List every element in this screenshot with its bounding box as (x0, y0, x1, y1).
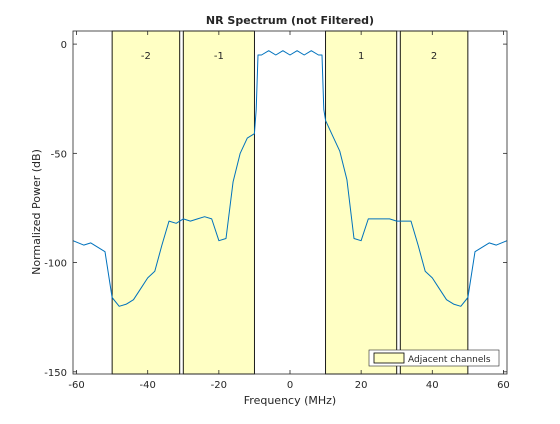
y-tick-label: -150 (44, 368, 67, 379)
legend-label: Adjacent channels (408, 355, 491, 365)
legend-swatch (373, 352, 405, 364)
y-axis: -150 -100 -50 0 (44, 40, 507, 379)
spectrum-series (72, 50, 508, 307)
x-axis: -60 -40 -20 0 20 40 60 (68, 31, 510, 391)
adjacent-channel-label: -1 (214, 51, 224, 62)
adjacent-channel-label: -2 (141, 51, 151, 62)
legend: Adjacent channels (368, 349, 500, 367)
x-tick-label: 0 (287, 380, 293, 391)
x-tick-label: 40 (426, 380, 439, 391)
y-tick-label: -50 (51, 149, 67, 160)
x-tick-label: -60 (68, 380, 84, 391)
adjacent-channel-bands (111, 30, 469, 375)
spectrum-line (72, 50, 508, 307)
adjacent-channel-band (182, 30, 255, 375)
x-axis-label: Frequency (MHz) (244, 394, 336, 407)
adjacent-channel-labels: -2 -1 1 2 (141, 51, 437, 62)
adjacent-channel-label: 1 (358, 51, 364, 62)
y-axis-label: Normalized Power (dB) (30, 149, 43, 275)
chart-title: NR Spectrum (not Filtered) (206, 14, 374, 27)
adjacent-channel-label: 2 (431, 51, 437, 62)
x-tick-label: 20 (355, 380, 368, 391)
x-tick-label: -40 (140, 380, 156, 391)
y-tick-label: -100 (44, 259, 67, 270)
x-tick-label: -20 (211, 380, 227, 391)
adjacent-channel-band (111, 30, 181, 375)
adjacent-channel-band (325, 30, 398, 375)
y-tick-label: 0 (61, 40, 67, 51)
x-tick-label: 60 (497, 380, 510, 391)
adjacent-channel-band (399, 30, 469, 375)
